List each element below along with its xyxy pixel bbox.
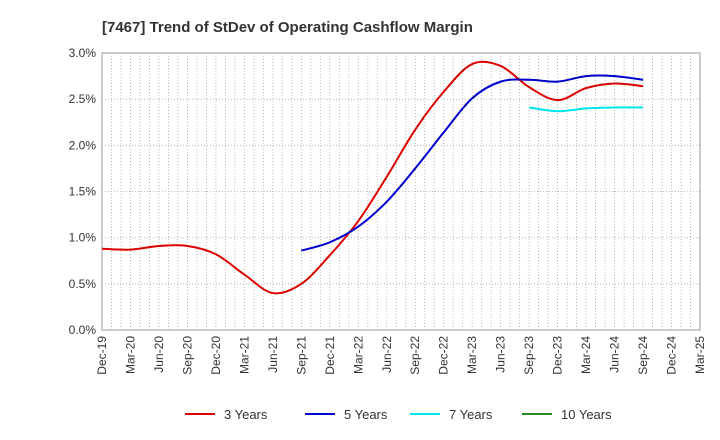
plot-area: [101, 52, 701, 331]
x-tick-label: Mar-24: [579, 336, 593, 374]
y-axis: 0.0% 0.5% 1.0% 1.5% 2.0% 2.5% 3.0%: [69, 46, 97, 337]
x-tick-label: Sep-22: [408, 336, 422, 375]
series-lines: [101, 60, 644, 295]
x-tick-label: Jun-24: [608, 336, 622, 373]
x-axis: Dec-19 Mar-20 Jun-20 Sep-20 Dec-20 Mar-21 Jun-…: [95, 336, 707, 375]
x-tick-label: Mar-20: [123, 336, 137, 374]
legend-label-10-years: 10 Years: [561, 407, 612, 422]
x-tick-label: Dec-24: [665, 336, 679, 375]
x-tick-label: Jun-22: [380, 336, 394, 373]
y-tick-label: 1.5%: [69, 185, 97, 199]
grid: [102, 53, 700, 330]
x-tick-label: Jun-20: [152, 336, 166, 373]
y-tick-label: 0.5%: [69, 277, 97, 291]
x-tick-label: Dec-22: [437, 336, 451, 375]
x-tick-label: Dec-21: [323, 336, 337, 375]
series-line-3-years: [101, 60, 644, 295]
x-tick-label: Sep-23: [522, 336, 536, 375]
x-tick-label: Sep-21: [294, 336, 308, 375]
x-tick-label: Dec-23: [551, 336, 565, 375]
x-tick-label: Sep-24: [636, 336, 650, 375]
x-tick-label: Mar-25: [693, 336, 707, 374]
x-tick-label: Sep-20: [180, 336, 194, 375]
legend-label-5-years: 5 Years: [344, 407, 388, 422]
series-line-5-years: [301, 74, 644, 252]
x-tick-label: Mar-23: [465, 336, 479, 374]
y-tick-label: 0.0%: [69, 323, 97, 337]
x-tick-label: Dec-19: [95, 336, 109, 375]
x-tick-label: Mar-22: [351, 336, 365, 374]
y-tick-label: 2.5%: [69, 92, 97, 106]
y-tick-label: 3.0%: [69, 46, 97, 60]
x-tick-label: Jun-23: [494, 336, 508, 373]
series-line-7-years: [529, 106, 644, 113]
x-tick-label: Mar-21: [237, 336, 251, 374]
y-tick-label: 2.0%: [69, 138, 97, 152]
x-tick-label: Jun-21: [266, 336, 280, 373]
x-tick-label: Dec-20: [209, 336, 223, 375]
legend-label-3-years: 3 Years: [224, 407, 268, 422]
legend-label-7-years: 7 Years: [449, 407, 493, 422]
legend: 3 Years 5 Years 7 Years 10 Years: [185, 407, 612, 422]
y-tick-label: 1.0%: [69, 231, 97, 245]
chart-title: [7467] Trend of StDev of Operating Cashf…: [102, 19, 473, 36]
